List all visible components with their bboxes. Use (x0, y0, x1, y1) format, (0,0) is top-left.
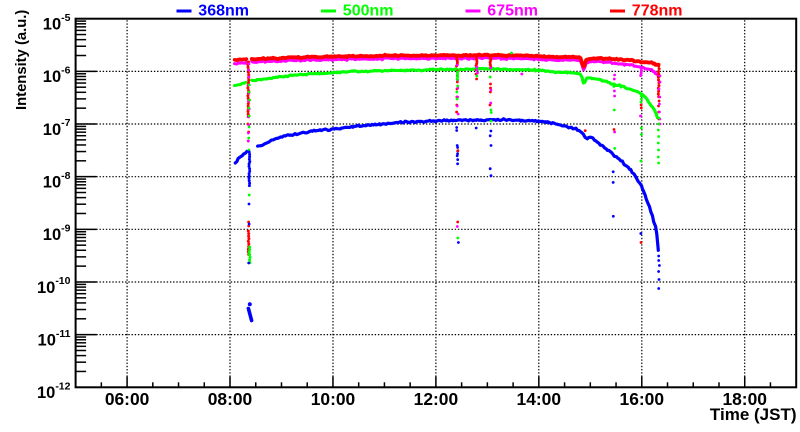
svg-text:18:00: 18:00 (722, 389, 766, 409)
svg-text:10-11: 10-11 (38, 328, 71, 350)
svg-text:12:00: 12:00 (414, 389, 458, 409)
svg-text:10-12: 10-12 (37, 381, 71, 403)
svg-text:675nm: 675nm (487, 2, 538, 19)
svg-text:16:00: 16:00 (620, 389, 664, 409)
svg-text:778nm: 778nm (632, 2, 683, 19)
svg-text:Time (JST): Time (JST) (710, 405, 797, 424)
svg-text:10-9: 10-9 (43, 223, 71, 245)
svg-text:10-5: 10-5 (43, 12, 71, 34)
svg-text:10:00: 10:00 (311, 389, 355, 409)
svg-text:10-7: 10-7 (43, 117, 71, 139)
svg-text:08:00: 08:00 (208, 389, 252, 409)
svg-text:10-8: 10-8 (43, 170, 71, 192)
svg-text:10-10: 10-10 (37, 275, 71, 297)
svg-text:500nm: 500nm (343, 2, 394, 19)
svg-text:368nm: 368nm (198, 2, 249, 19)
svg-text:10-6: 10-6 (43, 65, 71, 87)
svg-text:Intensity (a.u.): Intensity (a.u.) (14, 10, 30, 110)
svg-text:06:00: 06:00 (105, 389, 149, 409)
svg-text:14:00: 14:00 (517, 389, 561, 409)
